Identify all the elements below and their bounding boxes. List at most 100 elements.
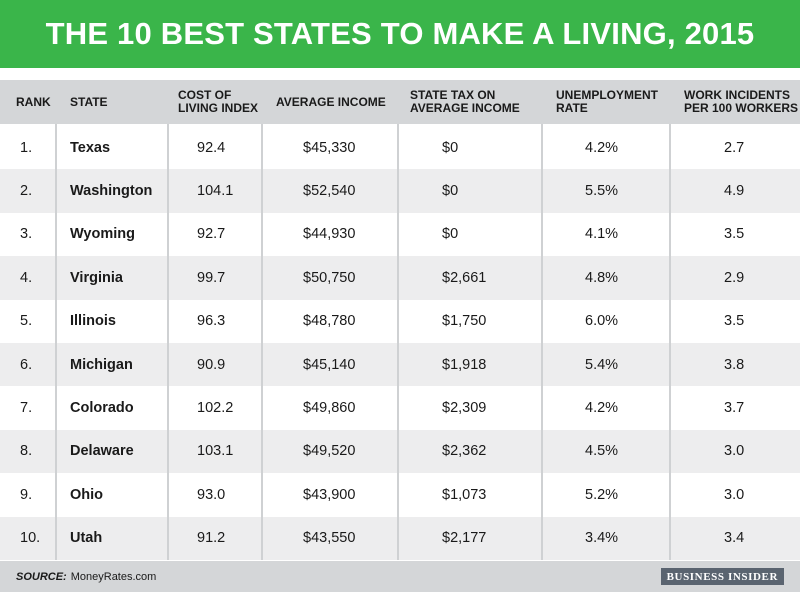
cell-average-income: $45,330 xyxy=(303,139,356,156)
cell-state-tax: $1,073 xyxy=(442,486,487,503)
cell-state-tax: $2,309 xyxy=(442,400,487,417)
cell-state-tax: $2,177 xyxy=(442,530,487,547)
table-row: 9. Ohio 93.0 $43,900 $1,073 5.2% 3.0 xyxy=(0,473,800,517)
cell-unemployment: 5.5% xyxy=(585,183,619,200)
cell-average-income: $43,550 xyxy=(303,530,356,547)
cell-average-income: $50,750 xyxy=(303,269,356,286)
cell-cost-of-living: 92.4 xyxy=(197,139,226,156)
cell-work-incidents: 3.5 xyxy=(724,226,745,243)
cell-rank: 8. xyxy=(20,443,33,460)
cell-work-incidents: 3.0 xyxy=(724,443,745,460)
cell-state: Michigan xyxy=(70,356,133,373)
cell-average-income: $49,520 xyxy=(303,443,356,460)
cell-cost-of-living: 90.9 xyxy=(197,356,226,373)
header-unemployment: UNEMPLOYMENT RATE xyxy=(556,88,658,115)
cell-cost-of-living: 99.7 xyxy=(197,269,226,286)
cell-unemployment: 4.8% xyxy=(585,269,619,286)
table-row: 5. Illinois 96.3 $48,780 $1,750 6.0% 3.5 xyxy=(0,299,800,343)
table-row: 3. Wyoming 92.7 $44,930 $0 4.1% 3.5 xyxy=(0,212,800,257)
table-row: 10. Utah 91.2 $43,550 $2,177 3.4% 3.4 xyxy=(0,516,800,560)
header-cost-of-living: COST OF LIVING INDEX xyxy=(178,88,259,115)
footer: SOURCE: MoneyRates.com BUSINESS INSIDER xyxy=(0,561,800,592)
cell-cost-of-living: 103.1 xyxy=(197,443,234,460)
cell-unemployment: 4.2% xyxy=(585,400,619,417)
cell-state: Wyoming xyxy=(70,226,135,243)
table-row: 8. Delaware 103.1 $49,520 $2,362 4.5% 3.0 xyxy=(0,429,800,474)
cell-average-income: $43,900 xyxy=(303,486,356,503)
table-row: 1. Texas 92.4 $45,330 $0 4.2% 2.7 xyxy=(0,126,800,170)
cell-state-tax: $1,750 xyxy=(442,313,487,330)
cell-work-incidents: 4.9 xyxy=(724,183,745,200)
cell-unemployment: 4.1% xyxy=(585,226,619,243)
cell-work-incidents: 3.8 xyxy=(724,356,745,373)
cell-rank: 5. xyxy=(20,313,33,330)
source-note: SOURCE: MoneyRates.com xyxy=(16,561,156,592)
source-text: MoneyRates.com xyxy=(70,570,157,583)
cell-cost-of-living: 91.2 xyxy=(197,530,226,547)
cell-unemployment: 5.2% xyxy=(585,486,619,503)
cell-cost-of-living: 96.3 xyxy=(197,313,226,330)
business-insider-logo: BUSINESS INSIDER xyxy=(660,568,784,585)
header-rank: RANK xyxy=(16,94,51,109)
table-row: 4. Virginia 99.7 $50,750 $2,661 4.8% 2.9 xyxy=(0,256,800,300)
cell-unemployment: 4.5% xyxy=(585,443,619,460)
table-body: 1. Texas 92.4 $45,330 $0 4.2% 2.7 2. Washington 1… xyxy=(0,126,800,560)
cell-average-income: $45,140 xyxy=(303,356,356,373)
cell-state: Texas xyxy=(70,139,111,156)
cell-rank: 3. xyxy=(20,226,33,243)
cell-unemployment: 5.4% xyxy=(585,356,619,373)
cell-state-tax: $0 xyxy=(442,226,459,243)
header-state: STATE xyxy=(70,94,108,109)
cell-state-tax: $1,918 xyxy=(442,356,487,373)
cell-average-income: $49,860 xyxy=(303,400,356,417)
column-divider xyxy=(55,124,57,560)
cell-state: Virginia xyxy=(70,269,123,286)
cell-state-tax: $0 xyxy=(442,139,459,156)
column-divider xyxy=(397,124,399,560)
column-divider xyxy=(167,124,169,560)
cell-state: Washington xyxy=(70,183,153,200)
cell-state: Delaware xyxy=(70,443,134,460)
cell-cost-of-living: 92.7 xyxy=(197,226,226,243)
cell-work-incidents: 3.0 xyxy=(724,486,745,503)
column-divider xyxy=(669,124,671,560)
table-row: 2. Washington 104.1 $52,540 $0 5.5% 4.9 xyxy=(0,169,800,213)
cell-state-tax: $2,661 xyxy=(442,269,487,286)
cell-cost-of-living: 93.0 xyxy=(197,486,226,503)
cell-state: Colorado xyxy=(70,400,134,417)
column-divider xyxy=(541,124,543,560)
source-label: SOURCE: xyxy=(16,570,67,583)
header-state-tax: STATE TAX ON AVERAGE INCOME xyxy=(410,88,520,115)
cell-rank: 9. xyxy=(20,486,33,503)
table-header: RANK STATE COST OF LIVING INDEX AVERAGE INC… xyxy=(0,80,800,124)
cell-work-incidents: 2.7 xyxy=(724,139,745,156)
cell-state-tax: $2,362 xyxy=(442,443,487,460)
cell-rank: 10. xyxy=(20,530,41,547)
title-bar: THE 10 BEST STATES TO MAKE A LIVING, 201… xyxy=(0,0,800,68)
header-average-income: AVERAGE INCOME xyxy=(276,94,386,109)
table-row: 6. Michigan 90.9 $45,140 $1,918 5.4% 3.8 xyxy=(0,343,800,387)
chart-title: THE 10 BEST STATES TO MAKE A LIVING, 201… xyxy=(45,16,755,51)
cell-average-income: $52,540 xyxy=(303,183,356,200)
cell-cost-of-living: 102.2 xyxy=(197,400,234,417)
cell-unemployment: 6.0% xyxy=(585,313,619,330)
cell-rank: 2. xyxy=(20,183,33,200)
header-work-incidents: WORK INCIDENTS PER 100 WORKERS xyxy=(684,88,799,115)
column-divider xyxy=(261,124,263,560)
cell-work-incidents: 2.9 xyxy=(724,269,745,286)
cell-state: Utah xyxy=(70,530,103,547)
cell-average-income: $44,930 xyxy=(303,226,356,243)
cell-rank: 1. xyxy=(20,139,33,156)
cell-rank: 6. xyxy=(20,356,33,373)
cell-average-income: $48,780 xyxy=(303,313,356,330)
cell-rank: 4. xyxy=(20,269,33,286)
cell-work-incidents: 3.7 xyxy=(724,400,745,417)
cell-state: Ohio xyxy=(70,486,104,503)
cell-cost-of-living: 104.1 xyxy=(197,183,234,200)
table-row: 7. Colorado 102.2 $49,860 $2,309 4.2% 3.7 xyxy=(0,386,800,430)
cell-state: Illinois xyxy=(70,313,116,330)
cell-rank: 7. xyxy=(20,400,33,417)
cell-work-incidents: 3.5 xyxy=(724,313,745,330)
cell-work-incidents: 3.4 xyxy=(724,530,745,547)
cell-unemployment: 3.4% xyxy=(585,530,619,547)
